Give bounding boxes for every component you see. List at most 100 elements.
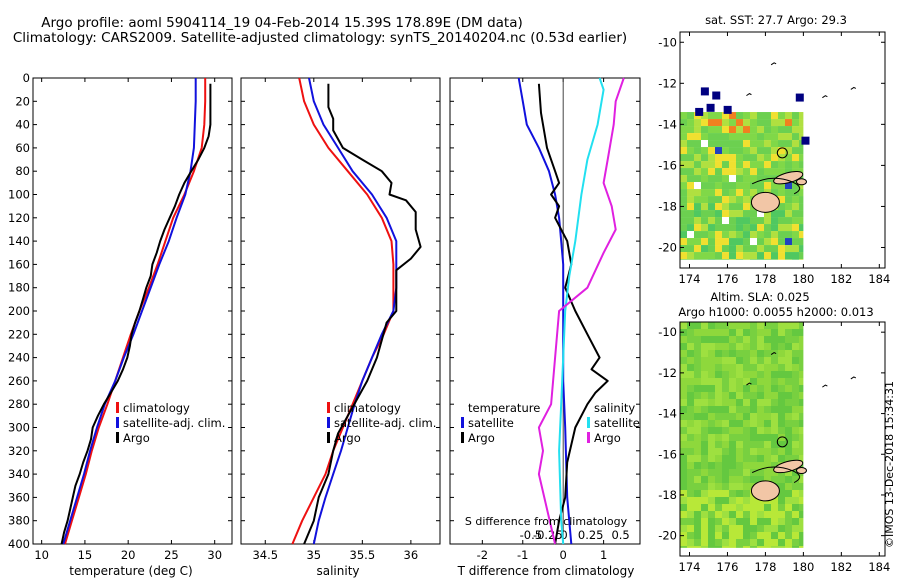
map-cell bbox=[785, 399, 792, 406]
map-cell bbox=[694, 147, 701, 155]
map-cell bbox=[792, 154, 799, 162]
map-cell bbox=[778, 224, 785, 232]
map-cell bbox=[764, 238, 771, 246]
map-cell bbox=[743, 112, 750, 120]
map-cell bbox=[757, 385, 764, 392]
legend-satellite: satellite-adj. clim. bbox=[334, 416, 436, 430]
y-tick-label: 40 bbox=[15, 118, 30, 132]
map-cell bbox=[764, 126, 771, 134]
map-cell bbox=[757, 546, 764, 548]
map-cell bbox=[757, 238, 764, 246]
map-cell bbox=[701, 448, 708, 455]
map-cell bbox=[687, 168, 694, 176]
island-taveuni bbox=[795, 178, 807, 186]
small-island bbox=[850, 376, 857, 380]
map-cell bbox=[785, 504, 792, 511]
map-cell bbox=[785, 112, 792, 120]
map-cell bbox=[736, 392, 743, 399]
map-cell bbox=[729, 378, 736, 385]
temperature-legend: climatology satellite-adj. clim. Argo bbox=[116, 401, 225, 445]
map-cell bbox=[722, 399, 729, 406]
map-cell bbox=[771, 161, 778, 169]
map-cell bbox=[799, 252, 804, 260]
map-cell bbox=[722, 168, 729, 176]
map-cell bbox=[722, 476, 729, 483]
map-cell bbox=[715, 126, 722, 134]
map-cell bbox=[764, 399, 771, 406]
map-cell bbox=[743, 196, 750, 204]
map-cell bbox=[771, 182, 778, 190]
map-cell bbox=[799, 392, 804, 399]
legend-temperature-heading: temperature bbox=[468, 401, 540, 415]
map-cell bbox=[701, 112, 708, 120]
map-cell bbox=[722, 413, 729, 420]
map-cell bbox=[799, 329, 804, 336]
map-cell bbox=[729, 126, 736, 134]
map-cell bbox=[715, 231, 722, 239]
small-island bbox=[850, 86, 857, 90]
x-tick-label: 36 bbox=[404, 548, 419, 562]
map-cell bbox=[743, 539, 750, 546]
map-cell bbox=[680, 112, 687, 120]
map-cell bbox=[778, 259, 785, 260]
map-cell bbox=[750, 350, 757, 357]
map-cell bbox=[694, 546, 701, 548]
map-cell bbox=[715, 224, 722, 232]
map-cell bbox=[757, 140, 764, 148]
map-cell bbox=[799, 182, 804, 190]
x-tick-label: 25 bbox=[164, 548, 179, 562]
map-cell bbox=[799, 217, 804, 225]
map-cell bbox=[729, 140, 736, 148]
legend-swatch-t-argo bbox=[461, 432, 464, 443]
map-cell bbox=[715, 182, 722, 190]
map-cell bbox=[792, 413, 799, 420]
sst-high-cell bbox=[801, 136, 810, 145]
map-cell bbox=[771, 448, 778, 455]
map-cell bbox=[792, 546, 799, 548]
map-cell bbox=[687, 455, 694, 462]
map-cell bbox=[687, 462, 694, 469]
map-cell bbox=[722, 448, 729, 455]
map-cell bbox=[687, 343, 694, 350]
map-cell bbox=[785, 189, 792, 197]
map-cell bbox=[771, 539, 778, 546]
map-x-label: 178 bbox=[754, 272, 776, 286]
map-cell bbox=[722, 238, 729, 246]
map-cell bbox=[729, 427, 736, 434]
map-cell bbox=[701, 385, 708, 392]
map-cell bbox=[750, 378, 757, 385]
map-cell bbox=[701, 161, 708, 169]
sst-high-cell bbox=[706, 103, 715, 112]
map-cell bbox=[799, 126, 804, 134]
map-cell bbox=[736, 126, 743, 134]
map-cell bbox=[722, 462, 729, 469]
map-cell bbox=[792, 329, 799, 336]
map-cell bbox=[715, 532, 722, 539]
map-cell bbox=[680, 448, 687, 455]
map-cell bbox=[694, 413, 701, 420]
map-cell bbox=[736, 469, 743, 476]
map-cell bbox=[750, 119, 757, 127]
map-cell bbox=[785, 343, 792, 350]
map-cell bbox=[708, 392, 715, 399]
map-cell bbox=[799, 525, 804, 532]
map-cell bbox=[680, 434, 687, 441]
map-cell bbox=[715, 448, 722, 455]
map-cell bbox=[792, 182, 799, 190]
map-cell bbox=[715, 469, 722, 476]
map-cell bbox=[722, 161, 729, 169]
map-cell bbox=[771, 462, 778, 469]
map-cell bbox=[694, 350, 701, 357]
map-cell bbox=[680, 357, 687, 364]
map-cell bbox=[722, 483, 729, 490]
legend-climatology: climatology bbox=[123, 401, 190, 415]
map-cell bbox=[701, 546, 708, 548]
legend-argo: Argo bbox=[123, 431, 150, 445]
map-cell bbox=[715, 455, 722, 462]
map-cell bbox=[778, 168, 785, 176]
map-cell bbox=[729, 252, 736, 260]
y-tick-label: 360 bbox=[8, 490, 30, 504]
map-cell bbox=[764, 511, 771, 518]
map-cell bbox=[680, 364, 687, 371]
sst-high-cell bbox=[712, 91, 721, 100]
